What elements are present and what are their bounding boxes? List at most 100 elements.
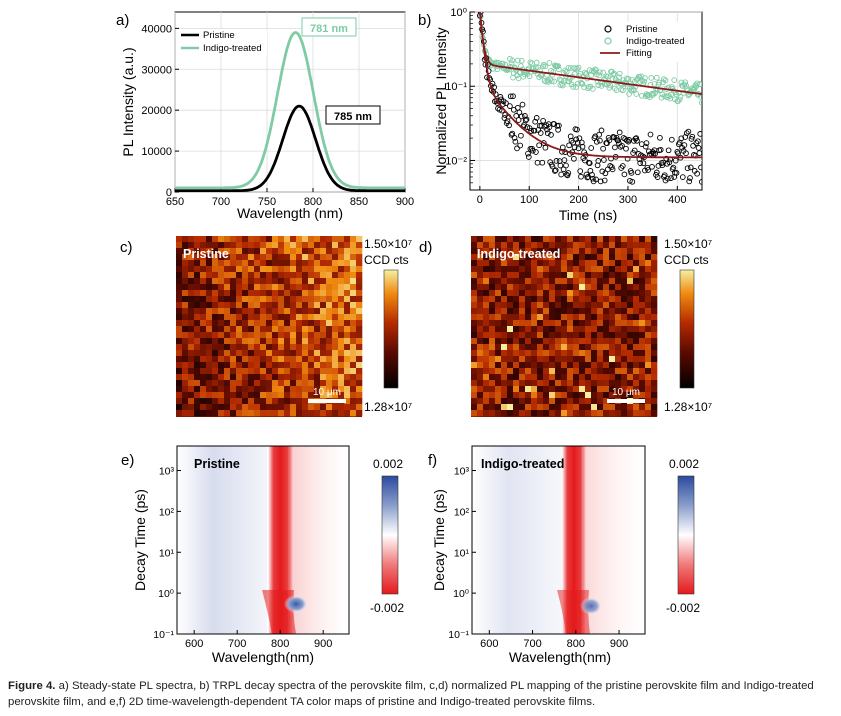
data-point: [663, 155, 670, 162]
map-pixel: [567, 368, 574, 375]
map-pixel: [254, 242, 261, 249]
map-pixel: [326, 260, 333, 267]
map-pixel: [260, 332, 267, 339]
map-pixel: [567, 308, 574, 315]
map-pixel: [489, 308, 496, 315]
data-point: [698, 164, 702, 171]
pl-map-indigo: [471, 236, 658, 417]
map-pixel: [296, 374, 303, 381]
map-pixel: [549, 350, 556, 357]
map-pixel: [513, 284, 520, 291]
map-pixel: [603, 314, 610, 321]
map-pixel: [573, 296, 580, 303]
map-pixel: [182, 398, 189, 405]
map-pixel: [176, 332, 183, 339]
map-pixel: [531, 410, 538, 417]
map-pixel: [645, 278, 652, 285]
tick-label-x: 750: [258, 196, 276, 208]
map-pixel: [176, 344, 183, 351]
map-pixel: [356, 296, 363, 303]
map-pixel: [483, 284, 490, 291]
map-pixel: [266, 356, 273, 363]
map-pixel: [555, 242, 562, 249]
map-pixel: [320, 284, 327, 291]
data-point: [549, 163, 556, 170]
map-pixel: [284, 374, 291, 381]
data-point: [689, 133, 696, 140]
panel-a-ylabel: PL Intensity (a.u.): [120, 47, 136, 156]
data-point: [561, 157, 568, 163]
map-pixel: [609, 308, 616, 315]
ta-f-label: Indigo-treated: [481, 457, 564, 471]
map-pixel: [314, 308, 321, 315]
data-point: [525, 150, 531, 157]
data-point: [565, 170, 572, 176]
map-pixel: [194, 410, 201, 417]
map-pixel: [272, 272, 279, 279]
legend-label-indigo: Indigo-treated: [203, 43, 262, 54]
data-point: [600, 69, 606, 76]
map-pixel: [609, 248, 616, 255]
map-pixel: [651, 266, 658, 273]
map-pixel: [645, 398, 652, 405]
map-pixel: [537, 326, 544, 333]
map-pixel: [200, 344, 207, 351]
map-pixel: [519, 398, 526, 405]
map-pixel: [284, 386, 291, 393]
map-pixel: [627, 314, 634, 321]
map-pixel: [242, 278, 249, 285]
map-pixel: [260, 248, 267, 255]
map-pixel: [609, 374, 616, 381]
map-pixel: [290, 332, 297, 339]
map-pixel: [230, 254, 237, 261]
map-pixel: [537, 248, 544, 255]
map-pixel: [585, 326, 592, 333]
ta-e-label: Pristine: [194, 457, 240, 471]
map-pixel: [224, 404, 231, 411]
map-pixel: [483, 404, 490, 411]
map-pixel: [326, 362, 333, 369]
data-point: [675, 150, 681, 157]
colorbar-c: [383, 269, 399, 389]
map-pixel: [549, 344, 556, 351]
map-pixel: [507, 374, 514, 381]
map-pixel: [356, 284, 363, 291]
map-pixel: [218, 368, 225, 375]
map-pixel: [537, 374, 544, 381]
map-pixel: [555, 278, 562, 285]
map-pixel: [230, 362, 237, 369]
data-point: [678, 79, 685, 86]
map-pixel: [224, 290, 231, 297]
map-pixel: [302, 320, 309, 327]
map-pixel: [182, 332, 189, 339]
map-pixel: [651, 314, 658, 321]
map-pixel: [579, 266, 586, 273]
colorbar-c-unit: CCD cts: [364, 253, 409, 267]
map-pixel: [242, 410, 249, 417]
map-pixel: [224, 374, 231, 381]
map-pixel: [585, 242, 592, 249]
map-pixel: [344, 284, 351, 291]
map-pixel: [567, 338, 574, 345]
map-pixel: [188, 242, 195, 249]
map-pixel: [591, 314, 598, 321]
map-pixel: [260, 314, 267, 321]
map-pixel: [513, 326, 520, 333]
map-pixel: [525, 362, 532, 369]
map-pixel: [338, 308, 345, 315]
map-pixel: [278, 356, 285, 363]
map-pixel: [194, 308, 201, 315]
map-pixel: [567, 392, 574, 399]
map-pixel: [525, 344, 532, 351]
map-pixel: [278, 278, 285, 285]
map-pixel: [308, 350, 315, 357]
tick-label-y: 0: [166, 187, 172, 199]
map-pixel: [290, 236, 297, 243]
data-point: [665, 147, 672, 154]
map-pixel: [230, 344, 237, 351]
map-pixel: [579, 386, 586, 393]
map-pixel: [645, 332, 652, 339]
map-pixel: [477, 380, 484, 387]
